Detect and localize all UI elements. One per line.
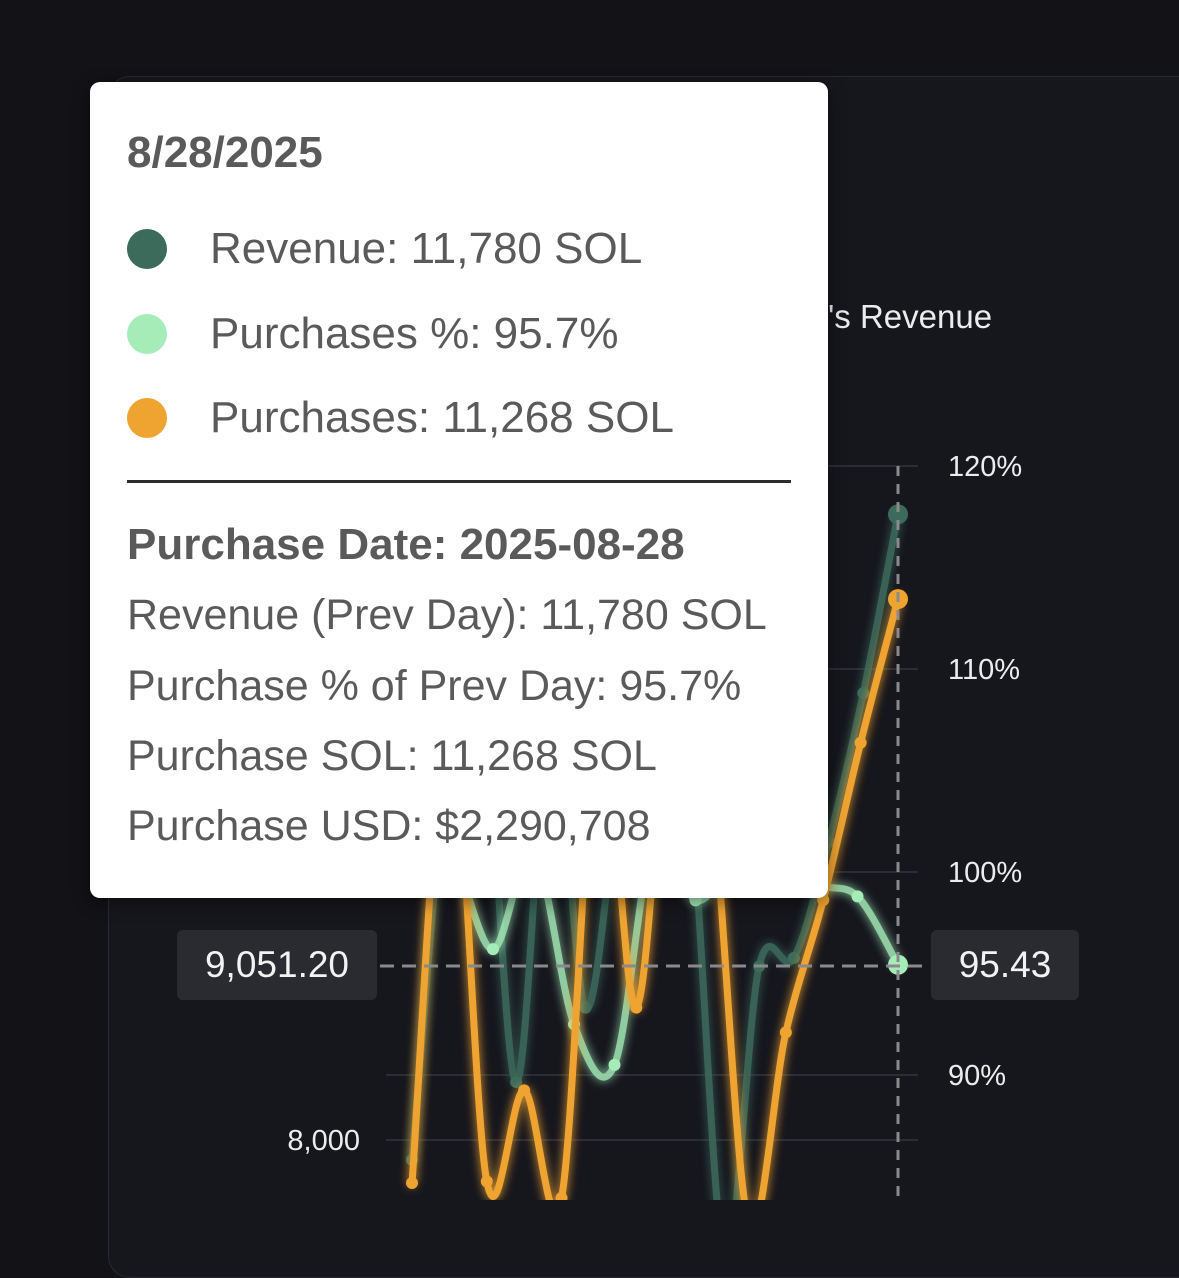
- right-axis-ticks: 90% 100% 110% 120%: [948, 451, 1022, 1092]
- series-purchases-point[interactable]: [406, 1177, 418, 1190]
- series-purchases-point[interactable]: [480, 1175, 493, 1188]
- series-revenue-point[interactable]: [579, 1001, 592, 1014]
- purchases-pct-dot-icon: [127, 314, 167, 354]
- right-axis-tick-label: 90%: [948, 1060, 1006, 1092]
- series-revenue-point[interactable]: [857, 687, 870, 700]
- crosshair-right-readout: 95.43: [931, 930, 1079, 1000]
- left-axis-ticks: 8,000: [287, 1125, 360, 1157]
- series-purchases-pct-point[interactable]: [851, 890, 864, 903]
- series-revenue-point[interactable]: [787, 951, 800, 964]
- legend-label-purchases-pct: Purchases %: 95.7%: [210, 309, 619, 358]
- series-purchases-point[interactable]: [518, 1084, 531, 1097]
- detail-revenue-prev-day: Revenue (Prev Day): 11,780 SOL: [127, 591, 767, 639]
- chart-tooltip: 8/28/2025 Revenue: 11,780 SOL Purchases …: [90, 82, 828, 898]
- purchases-dot-icon: [127, 398, 167, 438]
- detail-purchase-usd: Purchase USD: $2,290,708: [127, 802, 651, 850]
- legend-item-revenue: Revenue: 11,780 SOL: [127, 224, 642, 274]
- legend-label-purchases: Purchases: 11,268 SOL: [210, 393, 674, 442]
- series-purchases-point[interactable]: [630, 1001, 643, 1014]
- detail-purchase-pct-prev-day: Purchase % of Prev Day: 95.7%: [127, 662, 742, 710]
- tooltip-date: 8/28/2025: [127, 128, 323, 177]
- chart-subtitle: 's Revenue: [828, 298, 992, 335]
- revenue-dot-icon: [127, 229, 167, 269]
- series-purchases-pct-point[interactable]: [608, 1058, 621, 1071]
- legend-item-purchases: Purchases: 11,268 SOL: [127, 393, 674, 443]
- series-purchases-point[interactable]: [854, 736, 867, 749]
- series-purchases-point[interactable]: [555, 1191, 568, 1200]
- crosshair-left-readout: 9,051.20: [177, 930, 377, 1000]
- legend-item-purchases-pct: Purchases %: 95.7%: [127, 309, 618, 359]
- series-purchases-pct-point[interactable]: [487, 943, 499, 956]
- series-revenue-point[interactable]: [510, 1076, 523, 1089]
- series-revenue-active-point[interactable]: [888, 504, 908, 525]
- legend-label-revenue: Revenue: 11,780 SOL: [210, 224, 643, 273]
- series-purchases-point[interactable]: [779, 1026, 792, 1039]
- right-axis-tick-label: 120%: [948, 451, 1022, 483]
- right-axis-tick-label: 100%: [948, 857, 1022, 889]
- right-axis-tick-label: 110%: [948, 654, 1020, 686]
- left-axis-tick-label: 8,000: [287, 1125, 360, 1157]
- tooltip-divider: [127, 480, 791, 483]
- detail-purchase-sol: Purchase SOL: 11,268 SOL: [127, 732, 657, 780]
- detail-purchase-date: Purchase Date: 2025-08-28: [127, 520, 685, 569]
